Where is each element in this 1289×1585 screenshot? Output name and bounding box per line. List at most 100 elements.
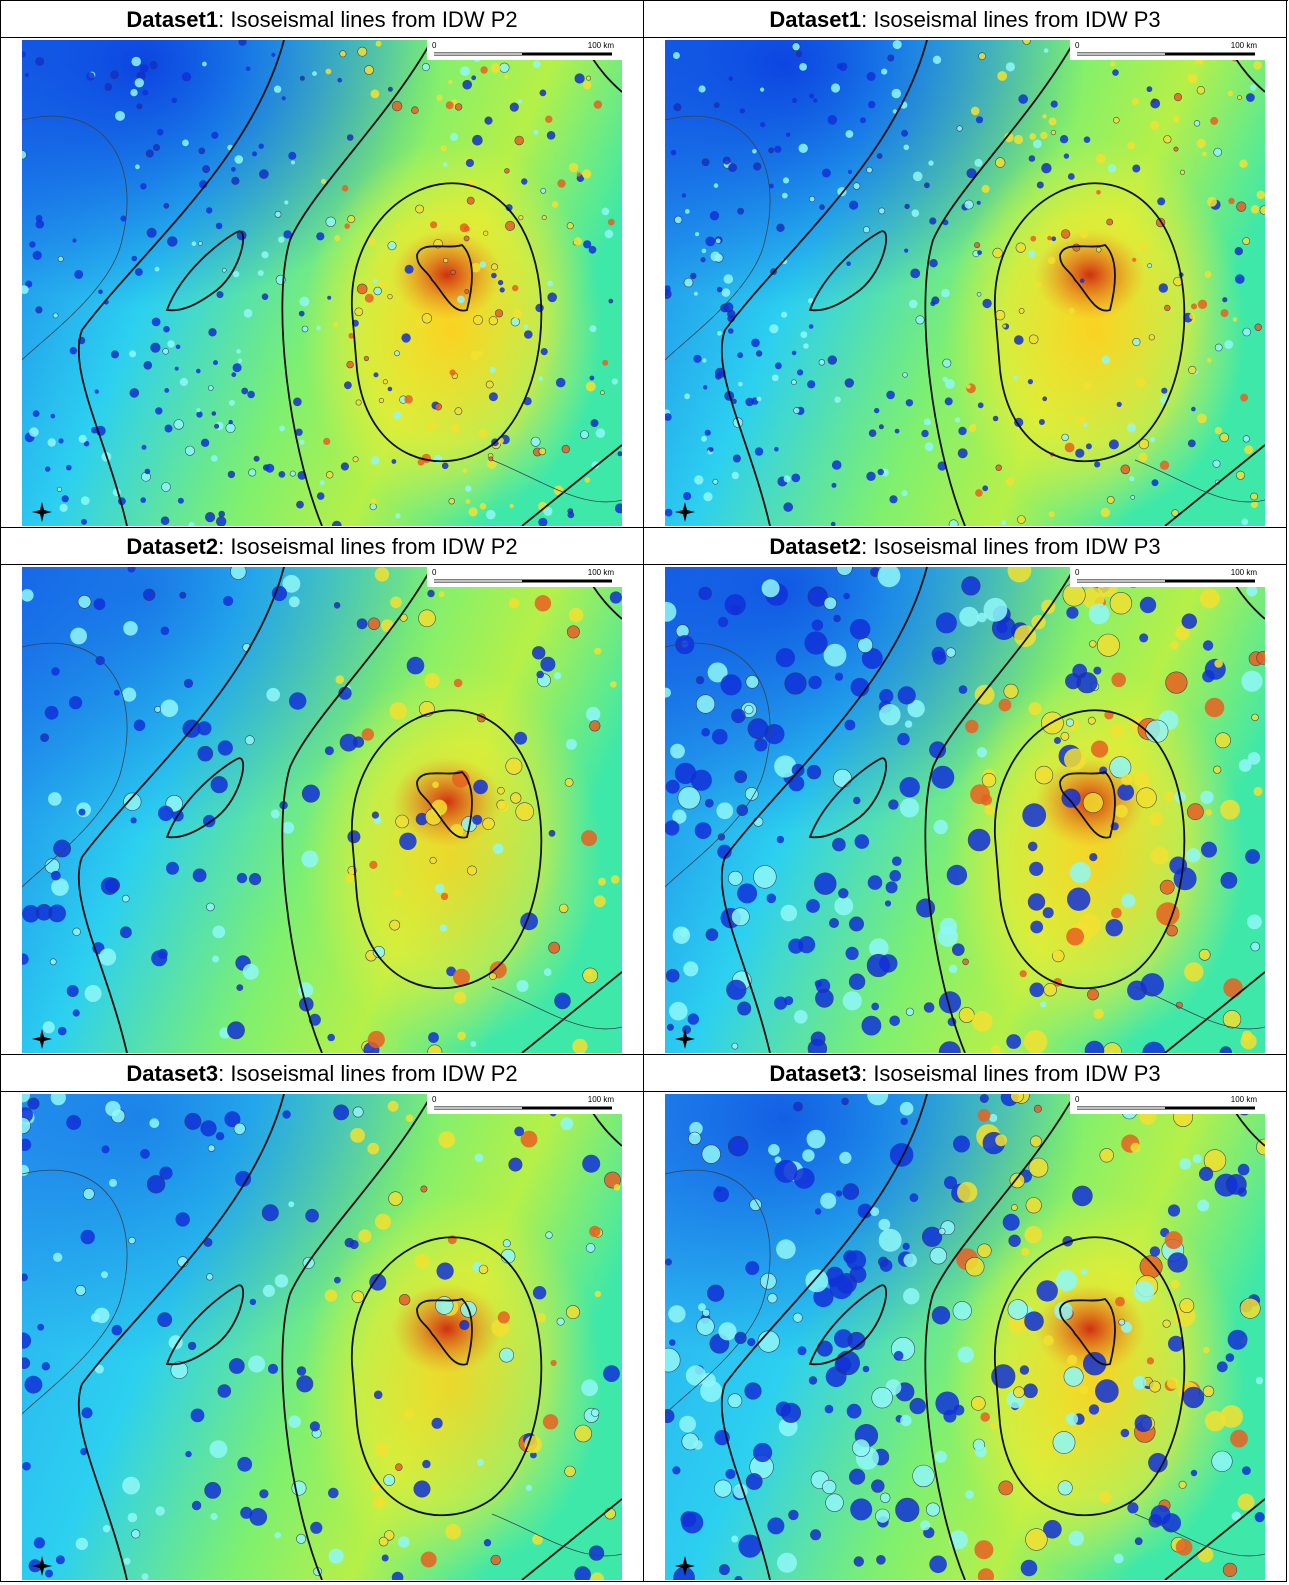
dot [792, 97, 797, 102]
dot [825, 1404, 834, 1413]
dot [242, 387, 248, 393]
dot [212, 955, 219, 962]
dot [1132, 98, 1139, 105]
dot [491, 1555, 501, 1565]
dot [316, 325, 321, 330]
dot [1035, 282, 1041, 288]
dot [1109, 439, 1119, 449]
map-cell: 0100 km [644, 1092, 1287, 1582]
dot [76, 1537, 88, 1549]
dot [683, 492, 691, 500]
dot [422, 313, 432, 323]
dot [155, 266, 160, 271]
dot [846, 261, 851, 266]
dot [299, 310, 305, 316]
dot [368, 1030, 385, 1047]
dot [975, 1445, 987, 1457]
dot [99, 948, 116, 965]
dot [1205, 1410, 1226, 1431]
dot [91, 1313, 100, 1322]
dot [878, 468, 884, 474]
dot [788, 938, 803, 953]
dot [297, 1366, 306, 1375]
dot [789, 1510, 799, 1520]
dot [155, 407, 162, 414]
dot [1089, 1404, 1099, 1414]
dot [472, 814, 482, 824]
dot [342, 185, 349, 192]
dot [716, 802, 733, 819]
dot [793, 1312, 802, 1321]
dot [263, 1284, 275, 1296]
dot [1021, 1559, 1038, 1576]
dot [696, 694, 715, 713]
dot [959, 606, 979, 626]
dot [293, 397, 301, 405]
dot [210, 1440, 228, 1458]
scale-start: 0 [1075, 1095, 1080, 1104]
dot [383, 379, 387, 383]
dot [672, 1466, 680, 1474]
dot [1049, 117, 1057, 125]
dot [356, 399, 361, 404]
dot [480, 503, 487, 510]
dot [114, 689, 120, 695]
dot [723, 156, 730, 163]
dot [1193, 1154, 1202, 1163]
dot [953, 1301, 972, 1320]
dot [509, 503, 513, 507]
dot [219, 511, 225, 517]
dot [569, 607, 584, 622]
dot [451, 269, 456, 274]
caption: Dataset1: Isoseismal lines from IDW P3 [644, 1, 1287, 38]
dot [1188, 439, 1195, 446]
dot [916, 315, 924, 323]
dot [959, 1007, 974, 1022]
dot [598, 877, 606, 885]
dot [150, 61, 158, 69]
dot [693, 1440, 703, 1450]
dot [674, 216, 682, 224]
dot [28, 1097, 39, 1108]
dot [460, 1320, 470, 1330]
dot [586, 75, 590, 79]
dot [248, 1355, 265, 1372]
dot [245, 735, 254, 744]
dot [797, 369, 803, 375]
dot [547, 280, 553, 286]
dot [665, 289, 671, 298]
dot [735, 1332, 747, 1344]
dot [912, 209, 920, 217]
dot [33, 250, 42, 259]
dot [755, 447, 763, 455]
map-cell: 0100 km [1, 565, 644, 1055]
dot [1075, 448, 1084, 457]
dot [1014, 335, 1023, 344]
dot [406, 1114, 414, 1122]
dot [1047, 235, 1052, 240]
dot [849, 1468, 865, 1484]
dot [688, 1013, 699, 1024]
dot [594, 647, 601, 654]
dot [131, 817, 137, 823]
dot [612, 378, 618, 384]
dot [262, 1204, 278, 1220]
dot [567, 222, 573, 228]
dot [443, 258, 448, 263]
dot [855, 834, 870, 849]
dot [415, 1254, 430, 1269]
dot [1140, 242, 1148, 250]
dot [824, 643, 847, 666]
dot [768, 1144, 780, 1156]
dot [809, 1376, 817, 1384]
dot [1068, 173, 1075, 180]
dot [1006, 62, 1015, 71]
dot [694, 291, 698, 295]
dot [810, 1529, 820, 1539]
dot [1246, 585, 1257, 596]
dot [682, 193, 686, 197]
dot [1026, 1528, 1048, 1550]
dot [1159, 283, 1168, 292]
dot [971, 106, 980, 115]
dot [1179, 1158, 1191, 1170]
